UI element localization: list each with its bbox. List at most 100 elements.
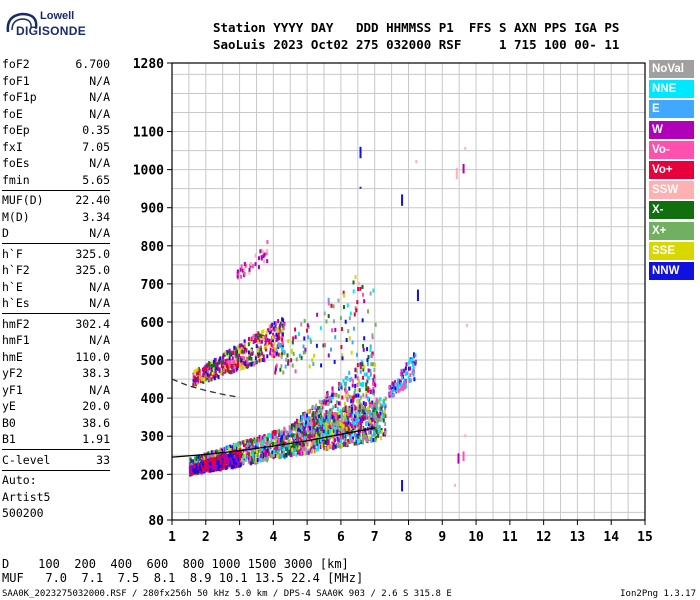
param-key: yF2	[2, 366, 23, 380]
echo-point-f-spread	[317, 421, 320, 426]
echo-point-f-multihop	[269, 327, 272, 332]
echo-point-f-sparse	[287, 359, 290, 364]
echo-point-f-spread	[309, 426, 312, 431]
echo-point-f-multihop	[212, 374, 215, 379]
echo-point-f-spread	[342, 406, 345, 411]
x-tick-label: 12	[536, 530, 552, 545]
echo-point-f-multihop	[281, 323, 284, 328]
echo-point-f-spread	[362, 375, 365, 380]
echo-point-f-trace	[256, 460, 259, 465]
echo-point-f-multihop	[272, 332, 275, 337]
echo-point-f-trace	[268, 447, 271, 452]
echo-point-f-base	[221, 453, 224, 458]
echo-point-f-multihop	[204, 377, 207, 382]
legend-item-nne: NNE	[649, 80, 694, 99]
echo-point-f-spread	[298, 428, 301, 433]
echo-point-f-multihop	[196, 378, 199, 383]
echo-point-f-sparse	[327, 353, 330, 358]
echo-point-f-spread	[335, 416, 338, 421]
echo-point-f-trace	[252, 439, 255, 444]
echo-point-f-thirdhop	[236, 269, 239, 274]
echo-point-f-multihop	[279, 329, 282, 334]
echo-point-f-trace	[281, 439, 284, 444]
echo-point-f-multihop	[225, 368, 228, 373]
echo-point-f-multihop	[209, 372, 212, 377]
echo-point-spread-f	[409, 366, 412, 371]
echo-point-spread-f	[411, 357, 414, 362]
echo-point-f-base	[230, 454, 233, 459]
echo-point-f-spread	[317, 431, 320, 436]
echo-point-f-spread	[346, 376, 349, 381]
param-row-hf: h`F 325.0	[2, 246, 110, 263]
echo-point-spread-f	[404, 366, 407, 371]
echo-point-f-sparse	[302, 344, 305, 349]
echo-point-f-spread	[365, 387, 368, 392]
echo-point-f-spread	[323, 425, 326, 430]
echo-point-f-trace	[331, 445, 334, 450]
echo-point-f-trace	[360, 405, 363, 410]
echo-point-f-trace	[382, 418, 385, 423]
echo-point-f-spread	[292, 423, 295, 428]
echo-point-f-multihop	[251, 351, 254, 356]
echo-point-f-trace	[288, 431, 291, 436]
echo-point-f-spread	[363, 364, 366, 369]
echo-point-f-multihop	[243, 349, 246, 354]
echo-point-f-base	[225, 465, 228, 470]
y-tick-label: 1000	[133, 164, 164, 179]
echo-point-f-sparse	[374, 322, 377, 327]
echo-point-f-multihop	[274, 327, 277, 332]
echo-point-f-trace	[324, 446, 327, 451]
echo-point-f-trace	[379, 402, 382, 407]
echo-point-f-trace	[316, 435, 319, 440]
echo-point-f-multihop	[196, 371, 199, 376]
echo-point-f-trace	[346, 441, 349, 446]
echo-point-f-multihop	[255, 344, 258, 349]
echo-point-f-trace	[285, 443, 288, 448]
echo-point-f-multihop	[281, 331, 284, 336]
echo-point-f-trace	[193, 456, 196, 461]
echo-point-f-multihop	[270, 324, 273, 329]
echo-point-f-spread	[310, 418, 313, 423]
echo-point-spread-f	[403, 368, 406, 373]
echo-point-f-spread	[301, 443, 304, 448]
echo-point-f-multihop	[262, 335, 265, 340]
echo-point-f-trace	[343, 441, 346, 446]
echo-point-f-multihop	[278, 336, 281, 341]
param-value: N/A	[89, 156, 110, 170]
echo-point-f-trace	[263, 434, 266, 439]
echo-point-f-spread	[354, 368, 357, 373]
echo-point-f-spread	[300, 438, 303, 443]
echo-point-f-spread	[344, 422, 347, 427]
echo-point-f-sparse	[303, 318, 306, 323]
echo-point-spread-f	[400, 368, 403, 373]
param-value: 33	[96, 452, 110, 467]
param-value: 110.0	[75, 349, 110, 364]
echo-point-spread-f	[397, 388, 400, 393]
echo-point-f-multihop	[252, 339, 255, 344]
echo-point-f-trace	[282, 441, 285, 446]
echo-point-f-sparse	[361, 318, 364, 323]
echo-point-f-trace	[285, 435, 288, 440]
echo-point-f-spread	[341, 423, 344, 428]
echo-point-f-spread	[330, 407, 333, 412]
echo-point-f-trace	[282, 431, 285, 436]
echo-point-f-base	[211, 459, 214, 464]
echo-point-f-spread	[338, 385, 341, 390]
x-tick-label: 2	[202, 530, 210, 545]
echo-point-f-multihop	[254, 356, 257, 361]
echo-point-f-trace	[334, 444, 337, 449]
echo-point-f-multihop	[234, 355, 237, 360]
echo-point-f-spread	[347, 411, 350, 416]
echo-point-f-spread	[316, 406, 319, 411]
echo-point-f-spread	[292, 433, 295, 438]
echo-point-f-spread	[352, 398, 355, 403]
echo-point-f-trace	[270, 454, 273, 459]
echo-point-f-multihop	[236, 353, 239, 358]
echo-point-f-trace	[261, 443, 264, 448]
echo-point-f-trace	[240, 458, 243, 463]
echo-point-f-trace	[224, 446, 227, 451]
echo-point-f-base	[236, 463, 239, 468]
echo-point-f-multihop	[202, 373, 205, 378]
param-key: h`F	[2, 246, 23, 261]
echo-point-f-multihop	[276, 334, 279, 339]
